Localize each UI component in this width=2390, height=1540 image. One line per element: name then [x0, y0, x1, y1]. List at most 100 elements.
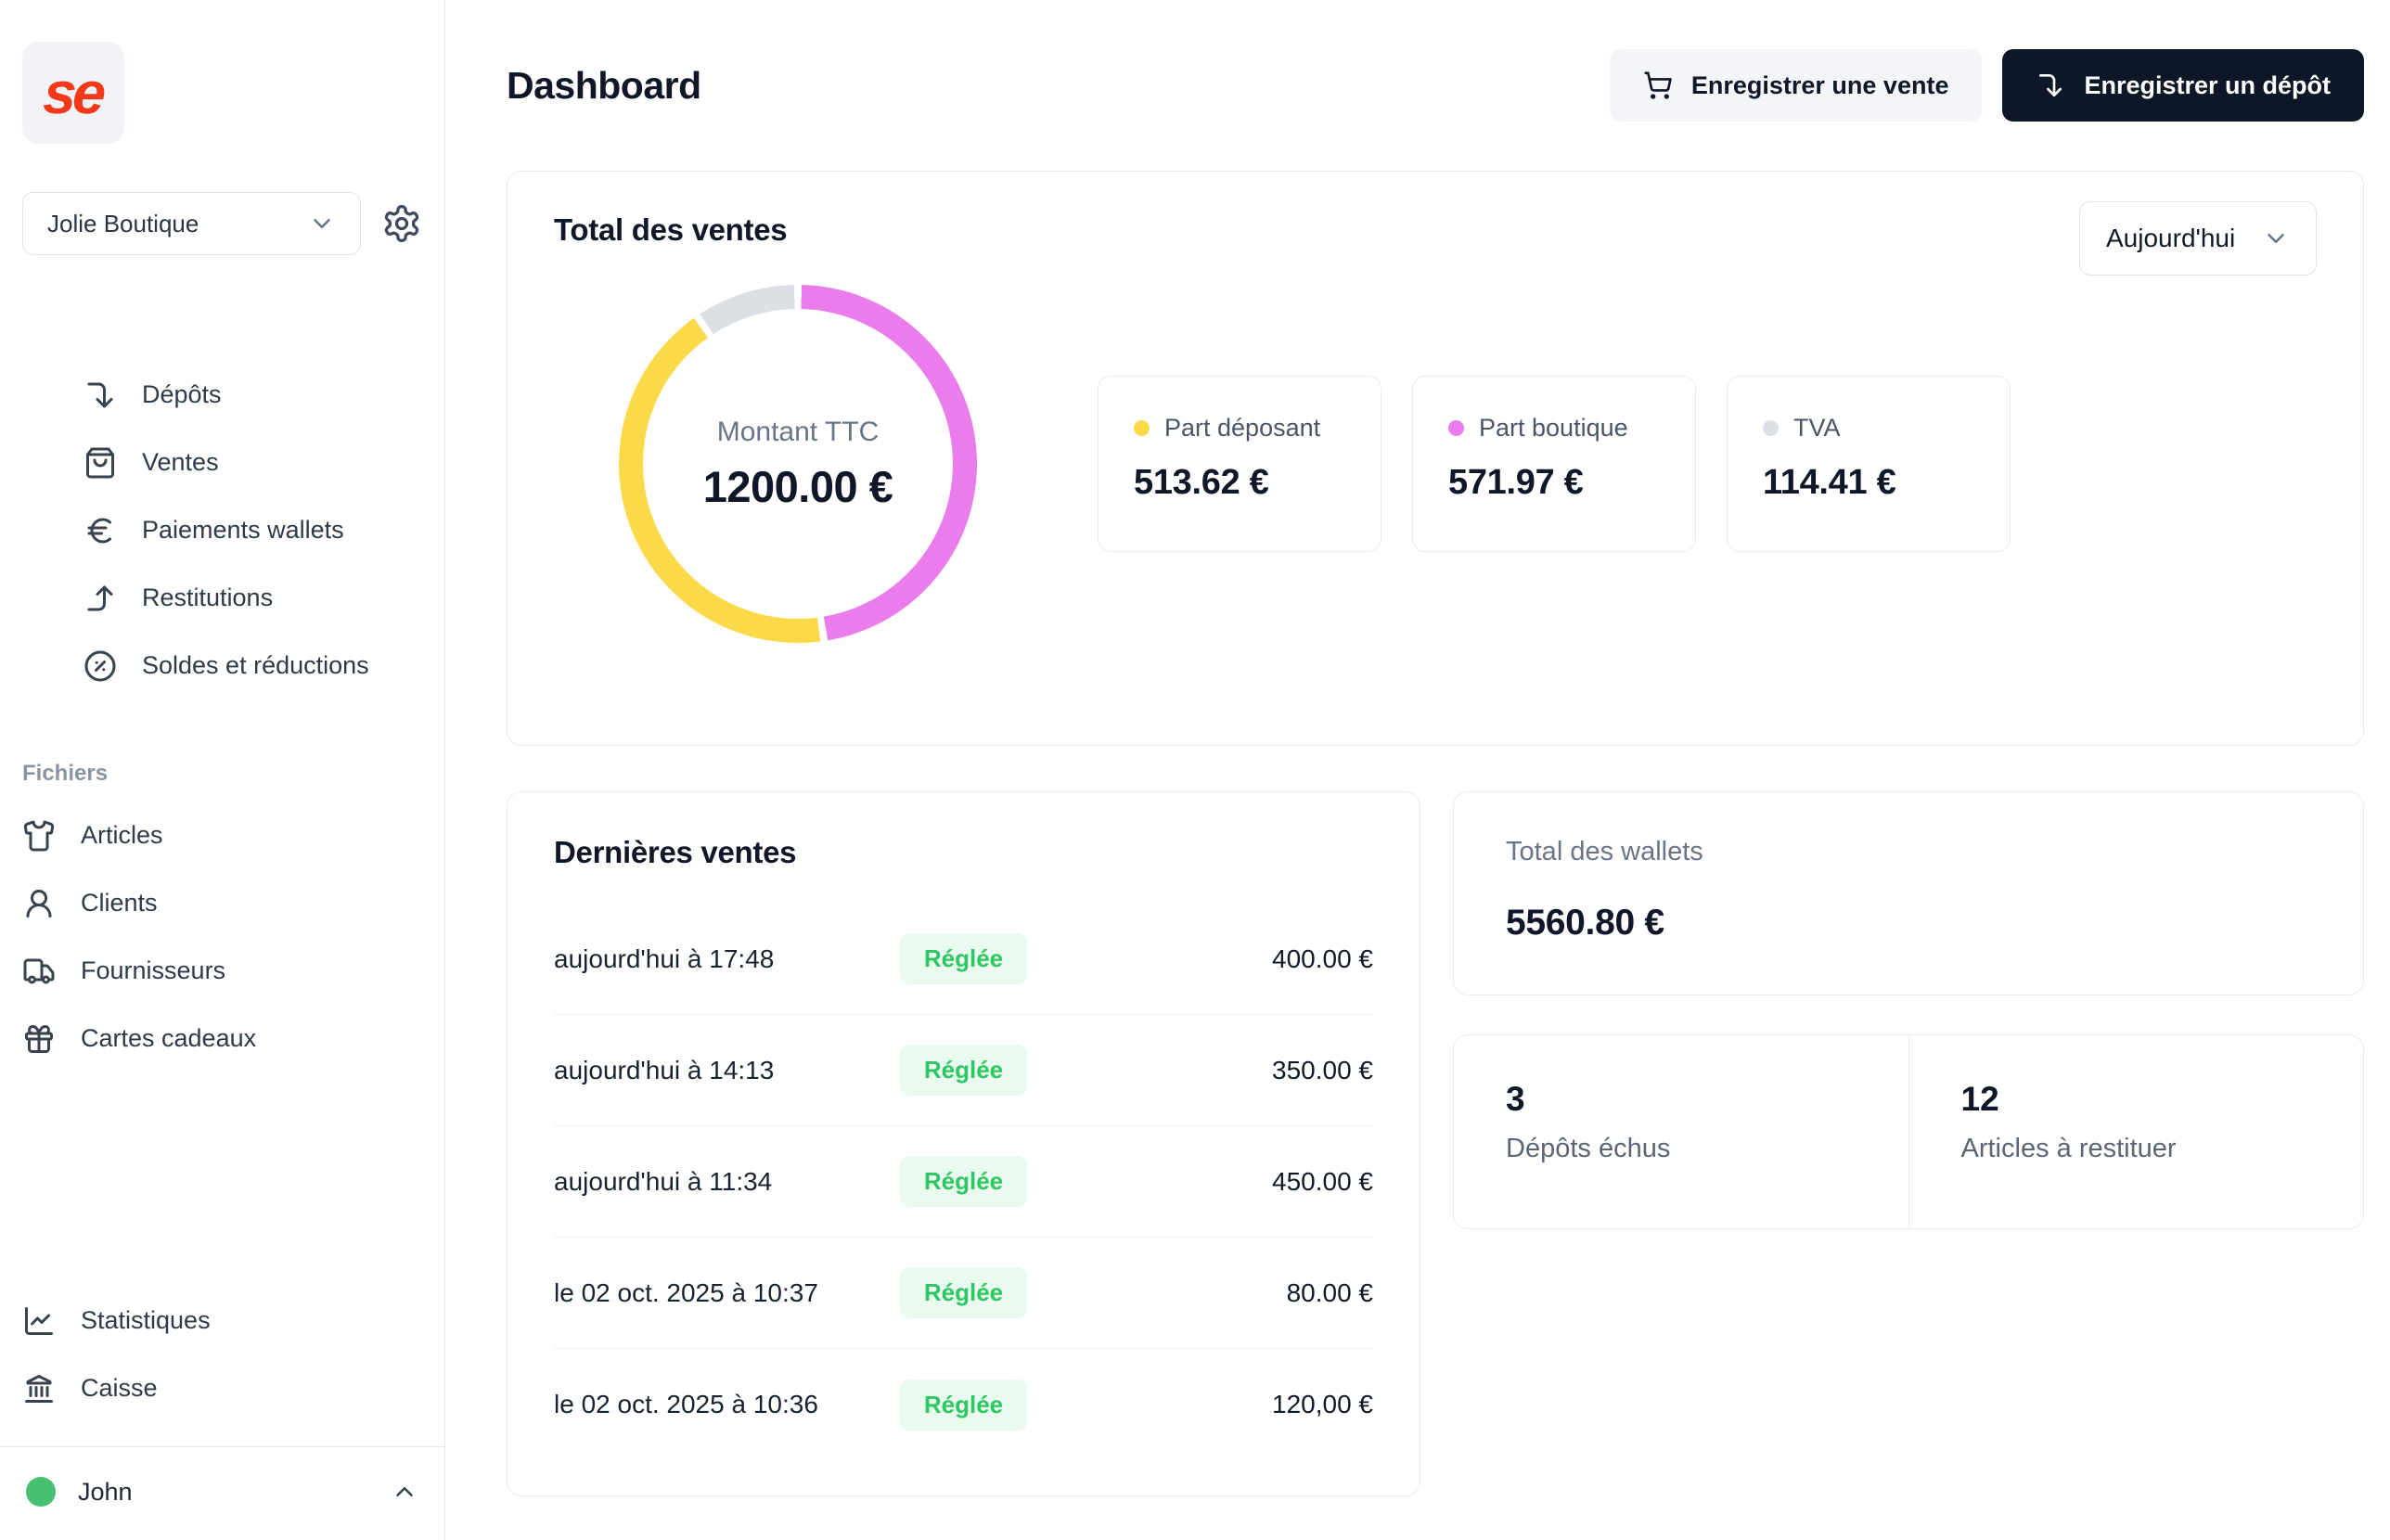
corner-right-down-icon: [2036, 71, 2065, 100]
sale-row[interactable]: le 02 oct. 2025 à 10:37 Réglée 80.00 €: [554, 1238, 1373, 1349]
stat-card-value: 513.62 €: [1134, 463, 1269, 502]
sale-date: le 02 oct. 2025 à 10:37: [554, 1277, 818, 1307]
register-sale-button[interactable]: Enregistrer une vente: [1609, 49, 1983, 122]
shirt-icon: [22, 819, 56, 853]
status-badge: Réglée: [899, 1156, 1028, 1207]
sidebar-item-label: Clients: [81, 889, 158, 917]
bank-icon: [22, 1372, 56, 1405]
chevron-up-icon: [391, 1478, 418, 1506]
right-column: Total des wallets 5560.80 € 3 Dépôts éch…: [1453, 791, 2364, 1496]
app-logo-text: se: [41, 59, 106, 126]
sidebar-item-paiements-wallets[interactable]: Paiements wallets: [84, 496, 396, 564]
sale-amount: 80.00 €: [1286, 1277, 1373, 1307]
sidebar-item-label: Articles: [81, 821, 163, 849]
status-badge: Réglée: [899, 1045, 1028, 1096]
corner-right-down-icon: [84, 379, 117, 412]
donut-center: Montant TTC 1200.00 €: [643, 309, 953, 619]
main-content: Dashboard Enregistrer une vente Enregist…: [445, 0, 2390, 1540]
sidebar-spacer: [22, 1072, 422, 1287]
sidebar-item-statistiques[interactable]: Statistiques: [22, 1287, 422, 1354]
period-selector[interactable]: Aujourd'hui: [2079, 201, 2317, 276]
shopping-bag-icon: [84, 446, 117, 480]
stat-card-label: Part boutique: [1479, 414, 1628, 442]
legend-dot-gray: [1763, 420, 1779, 436]
total-sales-content: Montant TTC 1200.00 € Part déposant 513.…: [554, 285, 2317, 643]
sale-row[interactable]: aujourd'hui à 11:34 Réglée 450.00 €: [554, 1126, 1373, 1238]
total-sales-title: Total des ventes: [554, 212, 788, 247]
counter-value: 12: [1960, 1080, 1999, 1118]
stat-card-header: TVA: [1763, 414, 1974, 443]
status-badge: Réglée: [899, 1379, 1028, 1431]
counter-label: Articles à restituer: [1960, 1134, 2177, 1163]
period-selector-value: Aujourd'hui: [2106, 224, 2236, 252]
status-badge: Réglée: [899, 1267, 1028, 1318]
register-deposit-button[interactable]: Enregistrer un dépôt: [2002, 49, 2364, 122]
wallets-label: Total des wallets: [1506, 837, 1703, 866]
stat-card-tva: TVA 114.41 €: [1727, 376, 2011, 552]
user-menu[interactable]: John: [22, 1471, 422, 1512]
counter-depots-echus[interactable]: 3 Dépôts échus: [1454, 1035, 1908, 1228]
sale-row[interactable]: aujourd'hui à 14:13 Réglée 350.00 €: [554, 1015, 1373, 1126]
sale-amount: 120,00 €: [1272, 1390, 1373, 1418]
shop-selector-value: Jolie Boutique: [47, 209, 199, 237]
counters-card: 3 Dépôts échus 12 Articles à restituer: [1453, 1034, 2364, 1229]
wallets-card: Total des wallets 5560.80 €: [1453, 791, 2364, 995]
chevron-down-icon: [2262, 225, 2290, 252]
sale-amount: 400.00 €: [1272, 943, 1373, 973]
percent-circle-icon: [84, 649, 117, 683]
donut-center-value: 1200.00 €: [702, 461, 893, 511]
stat-card-value: 571.97 €: [1448, 463, 1584, 502]
counter-articles-a-restituer[interactable]: 12 Articles à restituer: [1908, 1035, 2364, 1228]
line-chart-icon: [22, 1304, 56, 1338]
sidebar-item-ventes[interactable]: Ventes: [84, 429, 396, 496]
donut-center-label: Montant TTC: [716, 416, 880, 447]
shop-selector[interactable]: Jolie Boutique: [22, 192, 361, 255]
sidebar-nav-bottom: Statistiques Caisse: [22, 1287, 422, 1422]
sidebar-item-restitutions[interactable]: Restitutions: [84, 564, 396, 632]
latest-sales-card: Dernières ventes aujourd'hui à 17:48 Rég…: [507, 791, 1420, 1496]
euro-icon: [84, 514, 117, 547]
gift-icon: [22, 1022, 56, 1056]
stat-card-header: Part boutique: [1448, 414, 1660, 443]
sale-date: aujourd'hui à 17:48: [554, 943, 775, 973]
user-icon: [22, 887, 56, 920]
page-header: Dashboard Enregistrer une vente Enregist…: [507, 48, 2364, 122]
sidebar-item-cartes-cadeaux[interactable]: Cartes cadeaux: [22, 1005, 422, 1072]
register-deposit-label: Enregistrer un dépôt: [2084, 71, 2331, 99]
wallets-value: 5560.80 €: [1506, 903, 1664, 943]
sidebar-item-label: Caisse: [81, 1374, 158, 1402]
sale-row[interactable]: le 02 oct. 2025 à 10:36 Réglée 120,00 €: [554, 1349, 1373, 1460]
stat-card-label: TVA: [1793, 414, 1841, 442]
sidebar-item-label: Fournisseurs: [81, 956, 226, 984]
sale-amount: 350.00 €: [1272, 1055, 1373, 1084]
legend-dot-pink: [1448, 420, 1464, 436]
sidebar-nav-files: Articles Clients Fournisseurs Cartes cad…: [22, 802, 422, 1072]
sidebar-item-depots[interactable]: Dépôts: [84, 361, 396, 429]
sidebar-item-caisse[interactable]: Caisse: [22, 1354, 422, 1422]
user-name: John: [78, 1477, 133, 1506]
shop-selector-row: Jolie Boutique: [22, 192, 422, 255]
stat-card-part-deposant: Part déposant 513.62 €: [1098, 376, 1381, 552]
sidebar-item-label: Soldes et réductions: [142, 651, 369, 679]
legend-dot-yellow: [1134, 420, 1150, 436]
sidebar-item-soldes-reductions[interactable]: Soldes et réductions: [84, 632, 396, 699]
status-badge: Réglée: [899, 933, 1028, 984]
avatar: [26, 1477, 56, 1507]
sale-date: aujourd'hui à 11:34: [554, 1166, 773, 1196]
sidebar-item-fournisseurs[interactable]: Fournisseurs: [22, 937, 422, 1005]
page-title: Dashboard: [507, 63, 701, 107]
stat-card-value: 114.41 €: [1763, 463, 1896, 502]
total-sales-card: Total des ventes Aujourd'hui Montant TTC…: [507, 171, 2364, 746]
gear-icon[interactable]: [381, 203, 422, 244]
sidebar-item-label: Paiements wallets: [142, 516, 344, 544]
stat-card-part-boutique: Part boutique 571.97 €: [1412, 376, 1696, 552]
sale-amount: 450.00 €: [1272, 1166, 1373, 1196]
sidebar-item-label: Dépôts: [142, 380, 222, 408]
app-logo[interactable]: se: [22, 42, 124, 144]
latest-sales-list: aujourd'hui à 17:48 Réglée 400.00 € aujo…: [554, 904, 1373, 1460]
corner-right-up-icon: [84, 582, 117, 615]
sale-row[interactable]: aujourd'hui à 17:48 Réglée 400.00 €: [554, 904, 1373, 1015]
sales-breakdown-cards: Part déposant 513.62 € Part boutique 571…: [1098, 376, 2011, 552]
sidebar-item-articles[interactable]: Articles: [22, 802, 422, 869]
sidebar-item-clients[interactable]: Clients: [22, 869, 422, 937]
